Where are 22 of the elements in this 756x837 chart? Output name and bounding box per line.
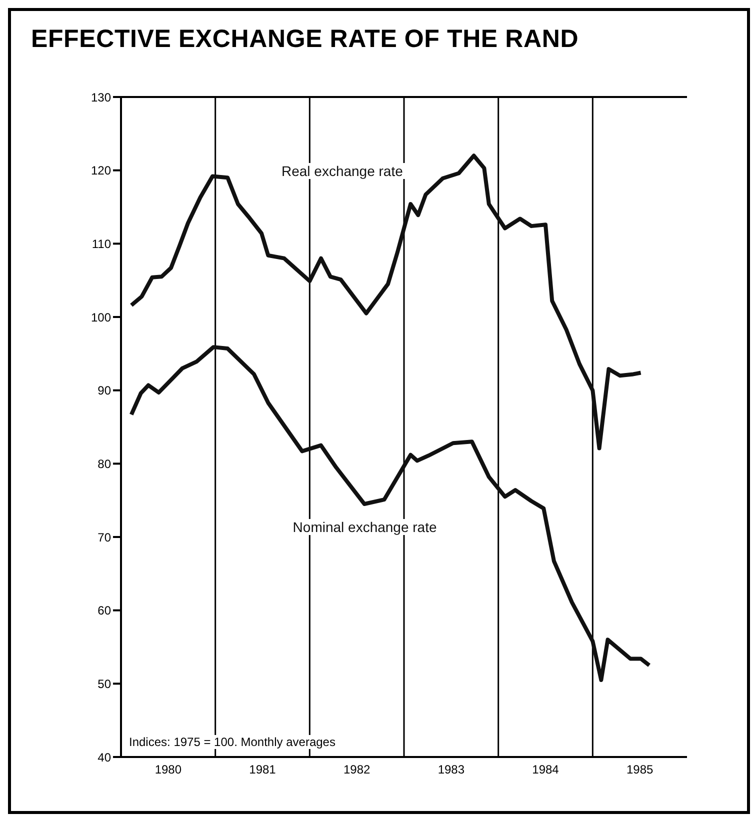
series-label: Real exchange rate: [279, 163, 405, 179]
x-tick-label: 1981: [249, 762, 276, 777]
x-tick-label: 1985: [626, 762, 654, 777]
y-tick-label: 40: [98, 750, 112, 764]
y-tick-label: 90: [98, 384, 112, 398]
x-tick-label: 1980: [154, 762, 182, 777]
line-series: [129, 154, 643, 450]
y-tick-label: 50: [98, 676, 112, 691]
line-series: [129, 345, 652, 682]
x-tick-label: 1982: [343, 762, 371, 777]
y-tick-label: 100: [90, 310, 112, 324]
annotation: Indices: 1975 = 100. Monthly averages: [127, 735, 338, 749]
y-tick-label: 80: [98, 456, 112, 471]
y-tick-label: 60: [98, 604, 112, 618]
chart-title: EFFECTIVE EXCHANGE RATE OF THE RAND: [31, 25, 579, 54]
series-label: Nominal exchange rate: [290, 519, 439, 536]
y-tick-label: 120: [90, 164, 112, 178]
y-tick-label: 110: [92, 236, 112, 251]
y-tick-label: 70: [98, 530, 112, 544]
x-tick-label: 1984: [532, 762, 560, 777]
x-tick-label: 1983: [438, 762, 465, 777]
y-tick-label: 130: [90, 90, 112, 104]
